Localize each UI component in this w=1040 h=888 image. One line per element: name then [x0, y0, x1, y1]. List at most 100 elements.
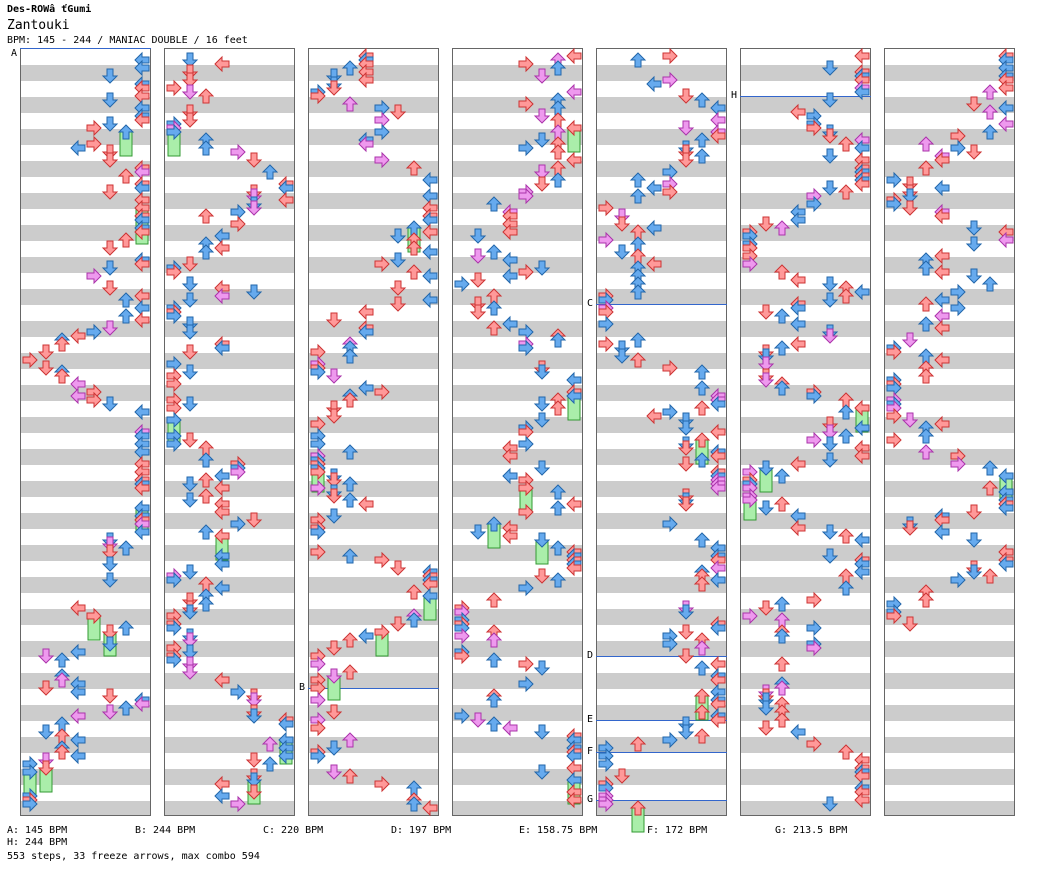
step-arrow: [934, 523, 950, 541]
step-arrow: [693, 132, 711, 148]
step-arrow: [310, 463, 326, 481]
bpm-change-label: F: [587, 746, 594, 757]
step-arrow: [181, 364, 199, 380]
step-arrow: [325, 508, 343, 524]
step-arrow: [405, 160, 423, 176]
step-arrow: [101, 396, 119, 412]
step-arrow: [901, 520, 919, 536]
step-arrow: [166, 651, 182, 669]
step-arrow: [533, 68, 551, 84]
song-title: Zantouki: [7, 18, 70, 33]
step-arrow: [934, 151, 950, 169]
step-arrow: [757, 356, 775, 372]
step-arrow: [821, 436, 839, 452]
step-arrow: [854, 447, 870, 465]
step-arrow: [341, 60, 359, 76]
step-arrow: [310, 363, 326, 381]
step-arrow: [230, 683, 246, 701]
step-arrow: [166, 375, 182, 393]
step-arrow: [134, 255, 150, 273]
step-arrow: [757, 304, 775, 320]
step-arrow: [806, 735, 822, 753]
step-arrow: [710, 423, 726, 441]
step-arrow: [710, 711, 726, 729]
step-arrow: [389, 296, 407, 312]
step-arrow: [677, 88, 695, 104]
step-arrow: [325, 312, 343, 328]
step-arrow: [646, 219, 662, 237]
step-arrow: [901, 412, 919, 428]
step-arrow: [117, 124, 135, 140]
step-arrow: [405, 264, 423, 280]
step-arrow: [101, 704, 119, 720]
step-arrow: [22, 351, 38, 369]
step-arrow: [598, 335, 614, 353]
step-arrow: [422, 171, 438, 189]
step-arrow: [981, 276, 999, 292]
step-arrow: [950, 299, 966, 317]
step-arrow: [629, 736, 647, 752]
step-arrow: [662, 183, 678, 201]
step-arrow: [981, 568, 999, 584]
step-arrow: [181, 476, 199, 492]
step-arrow: [677, 604, 695, 620]
step-arrow: [101, 572, 119, 588]
step-arrow: [934, 207, 950, 225]
step-arrow: [197, 208, 215, 224]
step-arrow: [965, 504, 983, 520]
step-arrow: [261, 756, 279, 772]
step-arrow: [245, 772, 263, 788]
step-arrow: [566, 559, 582, 577]
step-arrow: [757, 372, 775, 388]
step-arrow: [502, 719, 518, 737]
step-arrow: [101, 184, 119, 200]
step-arrow: [389, 104, 407, 120]
step-arrow: [101, 636, 119, 652]
step-arrow: [374, 123, 390, 141]
step-arrow: [278, 747, 294, 765]
step-arrow: [341, 664, 359, 680]
step-arrow: [134, 695, 150, 713]
step-arrow: [646, 407, 662, 425]
step-arrow: [998, 99, 1014, 117]
step-arrow: [549, 500, 567, 516]
step-arrow: [710, 395, 726, 413]
step-arrow: [502, 467, 518, 485]
step-arrow: [773, 680, 791, 696]
step-arrow: [358, 627, 374, 645]
bpm-change-line: [596, 752, 727, 753]
step-arrow: [358, 379, 374, 397]
step-arrow: [181, 604, 199, 620]
step-arrow: [533, 396, 551, 412]
step-arrow: [325, 764, 343, 780]
step-arrow: [70, 327, 86, 345]
step-arrow: [101, 152, 119, 168]
step-arrow: [566, 47, 582, 65]
step-arrow: [53, 336, 71, 352]
step-arrow: [837, 580, 855, 596]
step-arrow: [886, 195, 902, 213]
step-arrow: [341, 96, 359, 112]
step-arrow: [22, 795, 38, 813]
step-arrow: [533, 412, 551, 428]
step-arrow: [485, 692, 503, 708]
step-arrow: [693, 640, 711, 656]
step-arrow: [837, 184, 855, 200]
step-arrow: [533, 764, 551, 780]
step-arrow: [854, 531, 870, 549]
step-arrow: [37, 680, 55, 696]
step-arrow: [181, 664, 199, 680]
step-arrow: [245, 708, 263, 724]
step-arrow: [837, 136, 855, 152]
step-arrow: [837, 288, 855, 304]
step-arrow: [950, 139, 966, 157]
step-arrow: [214, 787, 230, 805]
step-arrow: [806, 119, 822, 137]
step-arrow: [181, 112, 199, 128]
step-arrow: [261, 736, 279, 752]
step-arrow: [886, 171, 902, 189]
step-arrow: [245, 692, 263, 708]
step-arrow: [181, 292, 199, 308]
step-arrow: [53, 368, 71, 384]
step-arrow: [518, 139, 534, 157]
